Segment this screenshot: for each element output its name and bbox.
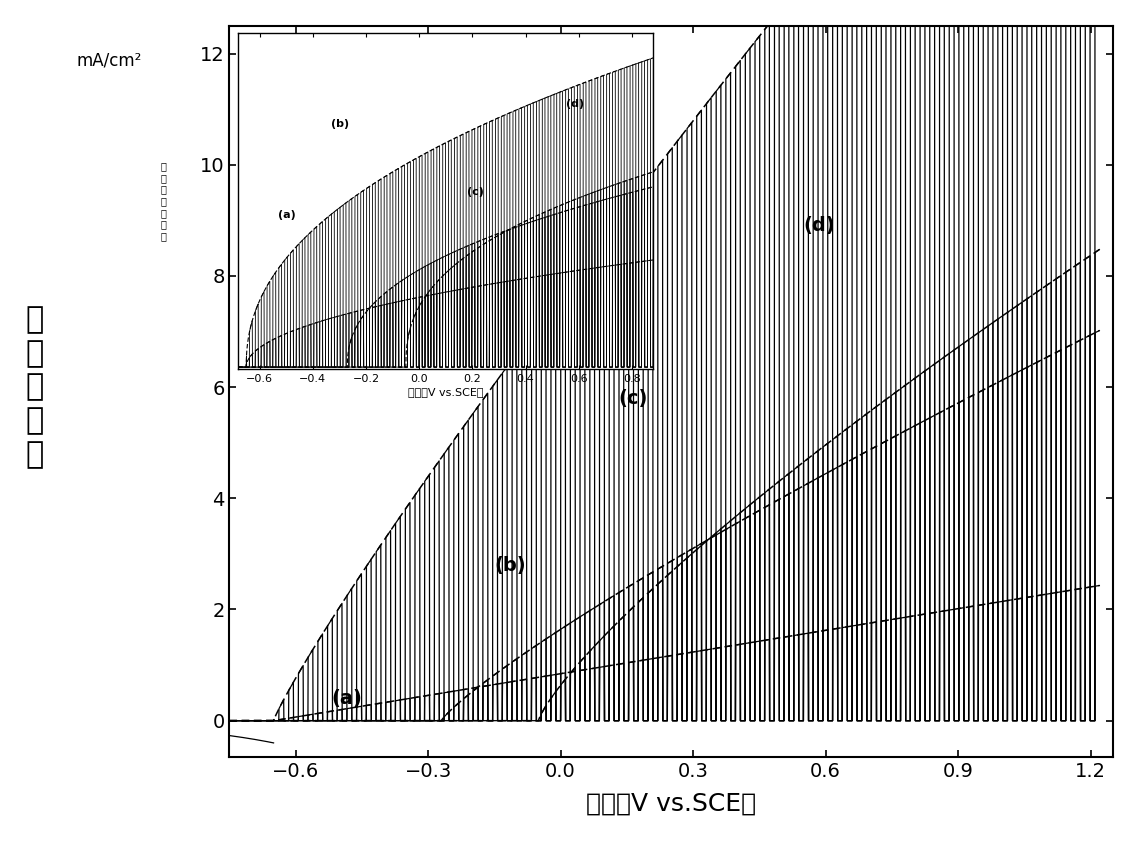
Text: mA/cm²: mA/cm²	[77, 52, 141, 69]
Text: (d): (d)	[803, 217, 835, 236]
Text: 光
电
流
密
度: 光 电 流 密 度	[25, 305, 44, 469]
Text: (c): (c)	[618, 389, 647, 408]
Text: (a): (a)	[331, 689, 361, 708]
X-axis label: 电势（V vs.SCE）: 电势（V vs.SCE）	[586, 792, 756, 816]
Text: (b): (b)	[494, 556, 526, 574]
